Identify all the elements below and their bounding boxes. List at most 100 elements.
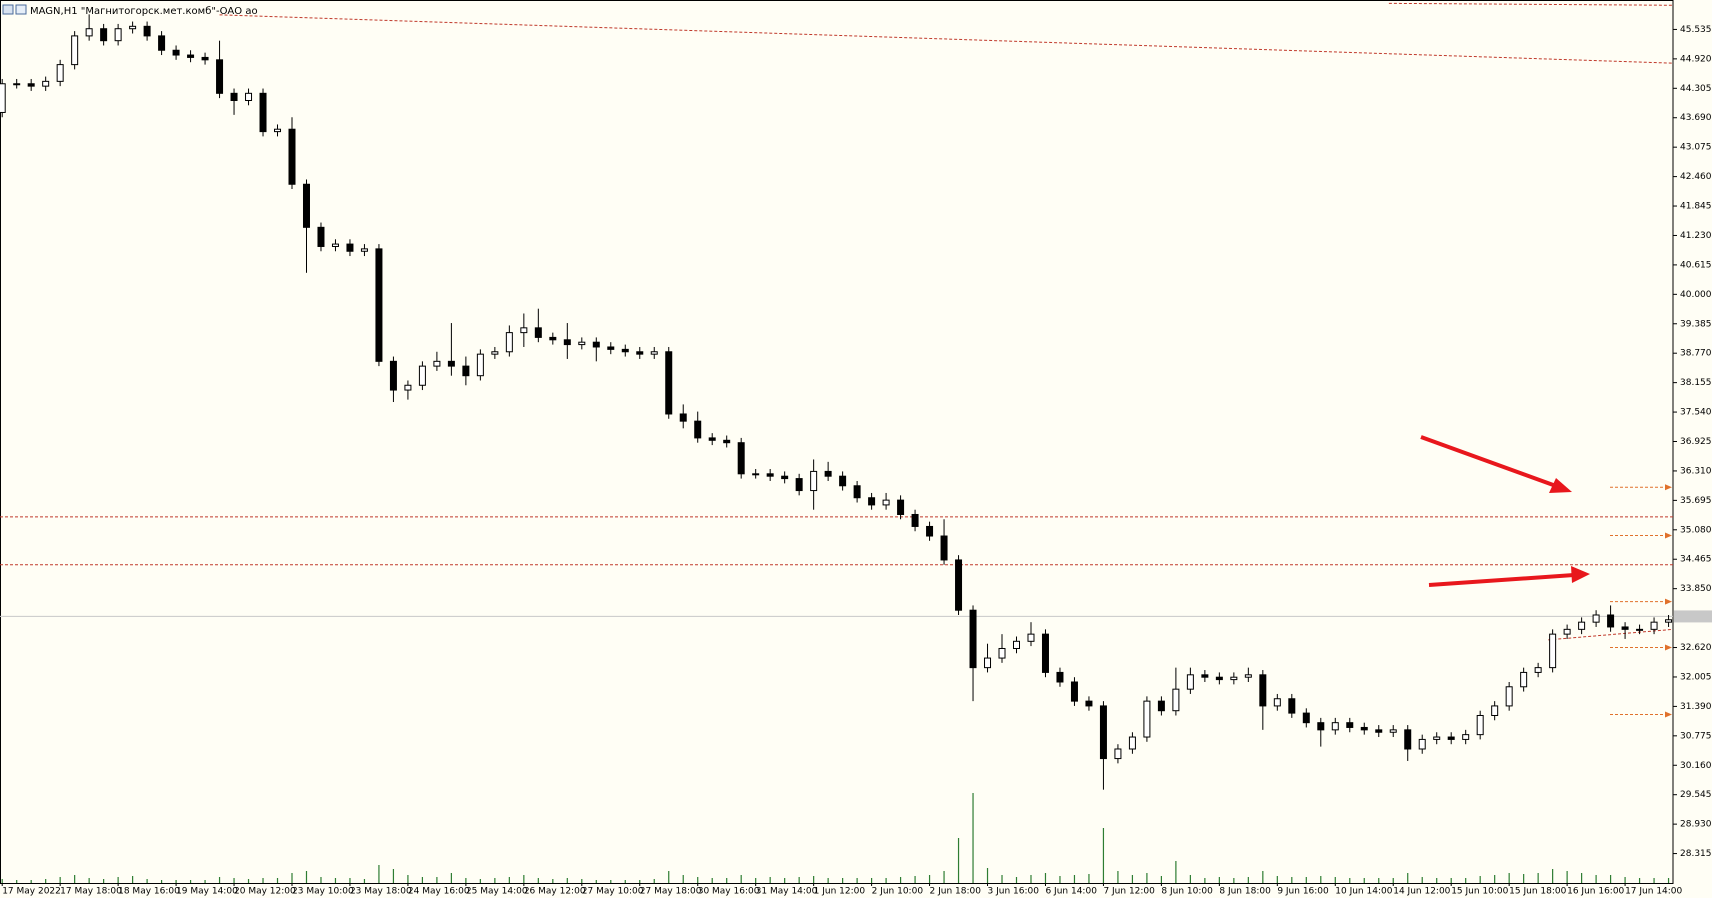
y-tick-label: 35.080 xyxy=(1680,525,1712,535)
candle-body xyxy=(781,475,789,480)
candle-body xyxy=(969,609,977,669)
candle-body xyxy=(0,83,6,113)
candle-body xyxy=(505,332,513,353)
x-tick-label: 6 Jun 14:00 xyxy=(1045,887,1097,897)
x-tick-label: 7 Jun 12:00 xyxy=(1103,887,1155,897)
volume-bar xyxy=(1073,875,1076,883)
candle-body xyxy=(839,475,847,487)
volume-bar xyxy=(450,873,452,883)
volume-bar xyxy=(1638,878,1641,883)
candle-body xyxy=(433,360,441,367)
volume-bar xyxy=(1262,871,1264,883)
candle-body xyxy=(694,420,702,439)
candle-body xyxy=(1201,674,1209,678)
volume-bar xyxy=(1479,876,1481,883)
candle-body xyxy=(114,28,122,42)
candle-body xyxy=(665,351,673,415)
volume-bar xyxy=(1436,878,1438,883)
volume-bar xyxy=(639,880,641,883)
volume-bar xyxy=(986,868,989,883)
volume-bar xyxy=(1363,878,1365,883)
candle-body xyxy=(259,92,267,133)
volume-bar xyxy=(1160,876,1162,883)
volume-bar xyxy=(1624,877,1626,883)
candle-body xyxy=(1288,698,1296,714)
y-tick-label: 43.690 xyxy=(1680,113,1712,123)
marker-arrow xyxy=(1665,644,1672,651)
x-tick-label: 23 May 10:00 xyxy=(292,887,354,897)
volume-bar xyxy=(1566,871,1568,883)
candle-body xyxy=(708,437,716,441)
volume-bar xyxy=(1146,873,1148,883)
volume-bar xyxy=(1030,875,1032,883)
candle-body xyxy=(85,28,93,37)
x-tick-label: 17 May 18:00 xyxy=(60,887,122,897)
candle-body xyxy=(100,28,108,42)
candle-body xyxy=(158,35,166,51)
volume-bar xyxy=(146,879,148,883)
candle-body xyxy=(1375,729,1383,733)
volume-bar xyxy=(899,877,902,883)
volume-bar xyxy=(1508,873,1510,883)
volume-bar xyxy=(508,877,510,883)
x-tick-label: 31 May 14:00 xyxy=(756,887,818,897)
volume-bar xyxy=(1102,828,1105,883)
candle-body xyxy=(679,413,687,422)
y-tick-label: 44.920 xyxy=(1680,54,1712,64)
candle-body xyxy=(13,83,21,86)
marker-arrow xyxy=(1665,598,1672,605)
candle-body xyxy=(737,442,745,475)
volume-bar xyxy=(813,876,815,883)
candle-body xyxy=(926,525,934,537)
x-tick-label: 17 May 2022 xyxy=(2,887,61,897)
volume-bar xyxy=(610,880,612,883)
candle-body xyxy=(1563,628,1571,635)
candle-body xyxy=(1273,698,1281,707)
y-tick-label: 41.230 xyxy=(1680,231,1712,241)
volume-bar xyxy=(103,879,105,883)
plot-layer xyxy=(0,2,1673,883)
volume-bar xyxy=(552,879,554,883)
window-icon xyxy=(2,4,14,15)
volume-bar xyxy=(1421,877,1423,883)
volume-bar xyxy=(378,865,380,883)
volume-bar xyxy=(320,877,322,883)
volume-bar xyxy=(769,877,771,883)
trendline xyxy=(219,14,1673,64)
y-tick-label: 35.695 xyxy=(1680,496,1712,506)
volume-bar xyxy=(291,873,293,883)
volume-bar xyxy=(88,878,90,883)
candle-body xyxy=(882,499,890,506)
marker-arrow xyxy=(1665,532,1672,539)
volume-bar xyxy=(1609,875,1612,883)
candle-body xyxy=(1491,705,1499,716)
candle-body xyxy=(201,56,209,61)
candle-body xyxy=(42,80,50,87)
candle-body xyxy=(549,336,557,341)
volume-bar xyxy=(45,879,47,883)
candle-body xyxy=(1346,722,1354,728)
candle-body xyxy=(1520,671,1528,688)
y-tick-label: 36.925 xyxy=(1680,437,1712,447)
volume-bar xyxy=(16,880,18,883)
candle-body xyxy=(230,92,238,102)
y-tick-label: 45.535 xyxy=(1680,25,1712,35)
volume-bar xyxy=(653,879,655,883)
candle-body xyxy=(1621,626,1629,630)
y-tick-label: 38.155 xyxy=(1680,378,1712,388)
x-tick-label: 19 May 14:00 xyxy=(176,887,238,897)
candle-body xyxy=(578,341,586,346)
y-tick-label: 28.930 xyxy=(1680,820,1712,830)
current-price-box xyxy=(1674,610,1712,623)
candle-body xyxy=(1099,705,1107,760)
candle-body xyxy=(288,128,296,185)
y-tick-label: 34.465 xyxy=(1680,555,1712,565)
volume-bar xyxy=(1131,875,1134,883)
x-tick-label: 2 Jun 10:00 xyxy=(872,887,924,897)
candle-body xyxy=(1056,671,1064,683)
candle-body xyxy=(853,485,861,499)
x-tick-label: 27 May 10:00 xyxy=(582,887,644,897)
candle-body xyxy=(317,226,325,247)
y-tick-label: 33.850 xyxy=(1680,584,1712,594)
